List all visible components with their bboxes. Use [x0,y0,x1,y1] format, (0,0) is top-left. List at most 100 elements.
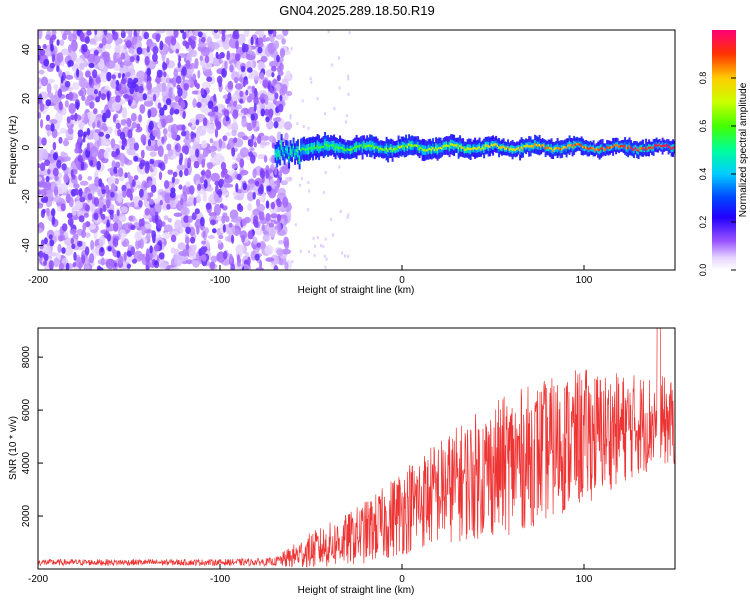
signal-core [447,144,450,147]
faint-dot [338,56,340,60]
noise-spot [264,108,270,116]
noise-spot [243,43,249,53]
noise-spot [203,179,208,189]
snr-panel: -200 -100 0 100 2000 4000 6000 8000 Height of … [8,327,676,596]
noise-blob [195,114,206,119]
noise-blob [208,145,217,152]
noise-spot [214,128,219,138]
signal-core [601,146,604,149]
faint-dot [323,254,326,258]
signal-core [501,146,504,149]
signal-core [444,144,447,148]
signal-core [603,148,606,151]
signal-core [304,148,307,151]
noise-blob [56,52,64,63]
noise-blob [236,112,244,117]
signal-core [610,146,613,149]
faint-dot [333,107,336,111]
noise-spot [77,240,83,247]
noise-spot [67,127,74,135]
noise-spot [74,112,78,122]
noise-spot [121,30,125,34]
noise-spot [183,215,190,224]
noise-blob [79,122,84,131]
noise-spot [185,236,190,245]
faint-dot [291,260,294,264]
faint-dot [338,165,341,169]
noise-spot [221,30,226,35]
noise-spot [132,179,136,187]
noise-spot [87,193,93,201]
signal-core [520,146,523,149]
noise-blob [90,240,95,251]
signal-core [498,146,501,149]
noise-spot [159,199,163,206]
signal-core [283,154,286,157]
faint-dot [330,217,333,221]
noise-blob [243,108,249,114]
noise-blob [143,229,154,234]
signal-core [630,146,633,149]
signal-core [657,144,660,148]
noise-blob [153,198,159,205]
noise-blob [120,119,127,126]
noise-spot [249,138,254,148]
noise-spot [154,260,159,266]
noise-spot [105,109,111,119]
noise-spot [148,192,154,198]
signal-core [660,145,663,148]
faint-dot [347,74,350,78]
faint-dot [338,86,341,90]
noise-spot [68,44,72,53]
noise-blob [79,62,85,71]
noise-blob [214,153,223,161]
noise-blob [64,156,71,162]
noise-blob [57,243,62,254]
noise-blob [68,103,76,114]
noise-spot [169,78,174,84]
faint-dot [294,223,297,227]
noise-blob [252,236,258,245]
noise-spot [74,147,80,154]
noise-blob [38,30,43,40]
signal-core [330,144,333,147]
noise-spot [166,57,170,66]
noise-spot [200,176,205,184]
noise-blob [119,206,128,214]
faint-dot [347,213,350,217]
noise-blob [277,70,284,77]
noise-blob [40,76,49,87]
signal-core [573,144,576,147]
noise-blob [269,227,276,238]
faint-dot [345,120,347,124]
faint-dot [289,214,292,218]
noise-spot [56,39,60,46]
noise-spot [133,155,139,162]
faint-dot [316,97,319,101]
signal-core [457,146,460,150]
noise-spot [170,36,177,46]
noise-blob [170,247,176,254]
signal-core [552,149,555,152]
noise-spot [86,142,90,152]
noise-spot [44,159,51,166]
signal-core [367,144,370,147]
noise-blob [38,69,45,75]
noise-spot [178,184,183,190]
colorbar: 0.0 0.2 0.4 0.6 0.8 Normalized spectral ampl… [698,30,749,276]
noise-spot [200,88,205,95]
signal-core [493,143,496,146]
signal-core [531,144,534,148]
noise-blob [47,245,52,257]
signal-core [318,146,321,149]
noise-spot [136,123,141,129]
signal-core [417,145,420,148]
noise-spot [61,163,67,171]
noise-spot [235,40,239,50]
noise-spot [45,34,51,41]
signal-core [547,146,550,149]
noise-blob [155,30,166,34]
noise-spot [96,120,101,128]
noise-spot [38,44,41,51]
noise-blob [260,135,270,141]
